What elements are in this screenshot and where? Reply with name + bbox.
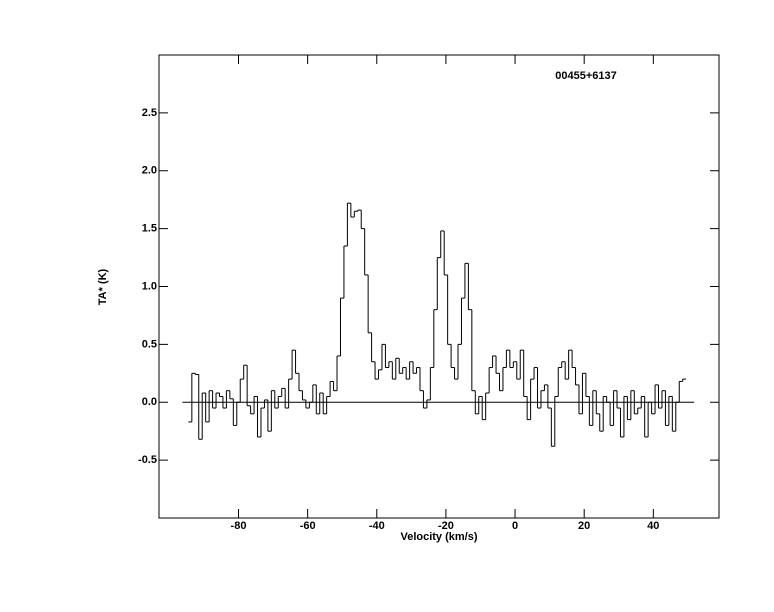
x-tick-label: -20 <box>438 520 454 532</box>
y-tick-label: 2.0 <box>142 165 157 177</box>
x-tick-label: -80 <box>231 520 247 532</box>
x-tick-label: -60 <box>300 520 316 532</box>
y-axis-label: TA* (K) <box>97 268 109 305</box>
x-tick-label: 0 <box>512 520 518 532</box>
plot-frame <box>158 54 720 519</box>
y-tick-label: 0.0 <box>142 396 157 408</box>
y-tick-label: -0.5 <box>138 454 157 466</box>
y-tick-label: 1.0 <box>142 280 157 292</box>
y-tick-label: 0.5 <box>142 338 157 350</box>
chart-title: 00455+6137 <box>555 70 616 82</box>
y-tick-label: 2.5 <box>142 107 157 119</box>
y-tick-label: 1.5 <box>142 223 157 235</box>
x-axis-label: Velocity (km/s) <box>400 531 477 543</box>
x-tick-label: -40 <box>369 520 385 532</box>
x-tick-label: 20 <box>578 520 590 532</box>
x-tick-label: 40 <box>647 520 659 532</box>
